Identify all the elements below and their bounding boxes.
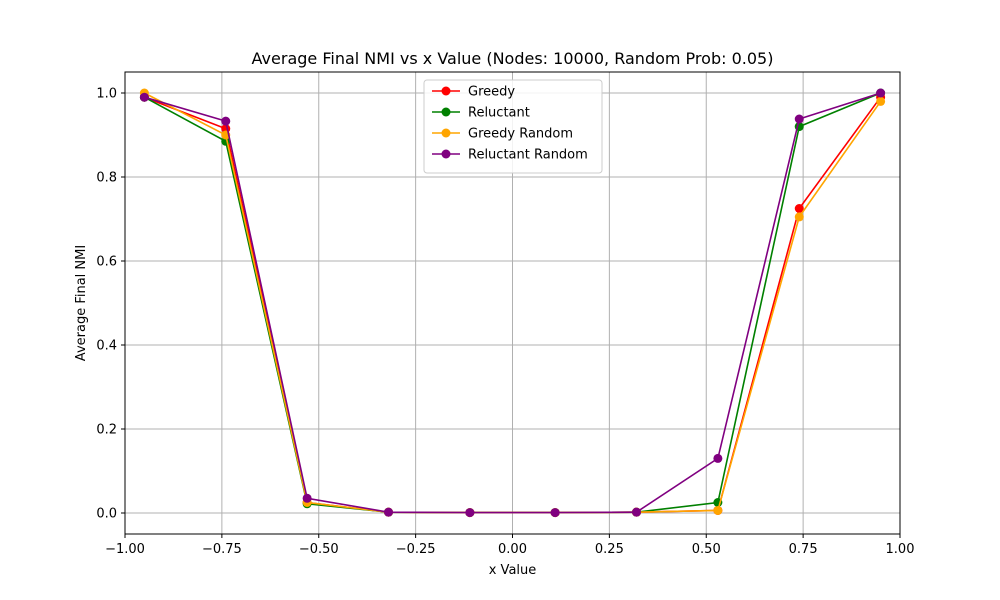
- data-point-greedy-random: [876, 96, 886, 106]
- x-tick-label: 0.50: [692, 542, 721, 557]
- series-line-reluctant-random: [144, 92, 881, 514]
- legend: Greedy Reluctant Greedy Random Reluctant Ra…: [423, 79, 603, 174]
- x-tick-label: −0.75: [202, 542, 242, 557]
- x-tick-label: −1.00: [105, 542, 145, 557]
- legend-label: Greedy Random: [468, 127, 573, 142]
- data-point-greedy-random: [713, 505, 723, 515]
- y-axis-label: Average Final NMI: [74, 245, 89, 361]
- y-tick-label: 0.8: [96, 171, 117, 186]
- series-reluctant-random: [139, 88, 886, 518]
- legend-label: Reluctant: [468, 106, 530, 121]
- data-point-reluctant-random: [139, 92, 149, 102]
- x-tick-label: −0.25: [396, 542, 436, 557]
- x-tick-label: 0.25: [595, 542, 624, 557]
- y-tick-label: 0.6: [96, 255, 117, 270]
- x-axis-label: x Value: [489, 563, 537, 578]
- data-point-reluctant-random: [550, 508, 560, 518]
- legend-box: [423, 79, 603, 174]
- legend-label: Reluctant Random: [468, 148, 588, 163]
- x-tick-label: 1.00: [886, 542, 915, 557]
- legend-label: Greedy: [468, 85, 515, 100]
- data-point-reluctant-random: [384, 507, 393, 517]
- y-tick-label: 1.0: [96, 87, 117, 102]
- data-point-reluctant-random: [465, 508, 475, 518]
- series-layer: [139, 88, 886, 518]
- data-point-reluctant-random: [794, 114, 804, 124]
- data-point-reluctant-random: [221, 116, 231, 126]
- data-point-greedy: [794, 204, 804, 213]
- legend-marker: [441, 149, 451, 159]
- y-tick-label: 0.0: [96, 507, 117, 522]
- data-point-reluctant-random: [632, 507, 641, 517]
- x-tick-label: 0.00: [498, 542, 527, 557]
- chart-title: Average Final NMI vs x Value (Nodes: 100…: [252, 49, 774, 68]
- data-point-greedy-random: [794, 212, 804, 222]
- data-point-reluctant-random: [713, 453, 723, 463]
- ticks: −1.00 −0.75 −0.50 −0.25 0.00 0.25 0.50 0.75 1.00…: [96, 87, 914, 558]
- y-tick-label: 0.2: [96, 423, 117, 438]
- x-tick-label: −0.50: [299, 542, 339, 557]
- data-point-reluctant-random: [302, 493, 312, 503]
- x-tick-label: 0.75: [789, 542, 818, 557]
- data-point-reluctant-random: [876, 88, 886, 98]
- legend-marker: [441, 128, 451, 138]
- legend-marker: [441, 107, 451, 117]
- legend-marker: [441, 86, 451, 96]
- y-tick-label: 0.4: [96, 339, 117, 354]
